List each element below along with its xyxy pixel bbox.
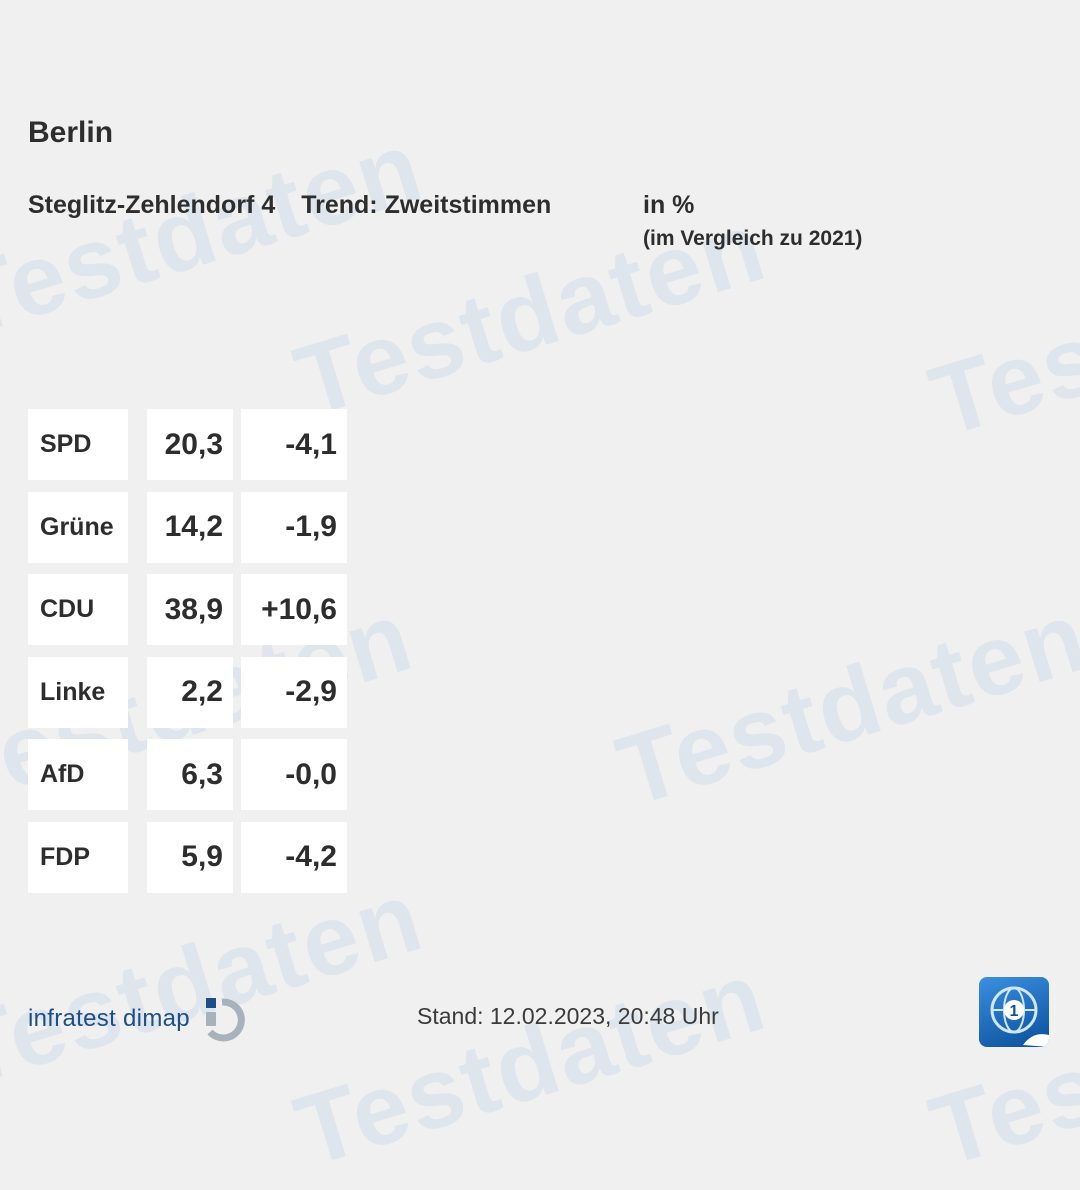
change-cell: -4,1 — [241, 409, 347, 480]
change-cell: -2,9 — [241, 656, 347, 728]
change-cell: -0,0 — [241, 739, 347, 810]
vote-share-cell: 38,9 — [147, 574, 233, 645]
subtitle-row: Steglitz-Zehlendorf 4 Trend: Zweitstimmen… — [28, 191, 694, 220]
globe-one-icon: 1 — [990, 986, 1049, 1047]
vote-share-cell: 6,3 — [147, 739, 233, 810]
vote-share-cell: 20,3 — [147, 409, 233, 480]
party-name-cell: SPD — [28, 409, 128, 480]
party-name-cell: AfD — [28, 739, 128, 810]
comparison-note: (im Vergleich zu 2021) — [643, 227, 863, 250]
party-name-cell: Linke — [28, 656, 128, 728]
party-name-cell: CDU — [28, 574, 128, 645]
region-title: Berlin — [28, 116, 114, 149]
svg-text:1: 1 — [1010, 1003, 1019, 1020]
tagesschau-logo-icon: 1 — [979, 977, 1049, 1047]
timestamp: Stand: 12.02.2023, 20:48 Uhr — [417, 1003, 719, 1029]
infratest-dimap-mark-icon — [205, 998, 245, 1042]
change-cell: -1,9 — [241, 491, 347, 563]
vote-share-cell: 2,2 — [147, 656, 233, 728]
vote-share-cell: 14,2 — [147, 491, 233, 563]
change-cell: +10,6 — [241, 574, 347, 645]
infratest-dimap-logo: infratest dimap — [28, 996, 252, 1042]
watermark: Testdaten — [283, 939, 778, 1189]
unit-label: in % — [643, 191, 695, 219]
watermark: Testdaten — [0, 859, 435, 1109]
trend-label: Trend: Zweitstimmen — [301, 191, 552, 219]
watermark: Testdaten — [605, 579, 1080, 829]
vote-share-cell: 5,9 — [147, 821, 233, 893]
change-cell: -4,2 — [241, 821, 347, 893]
watermark: Testdaten — [918, 209, 1080, 459]
brand-name: infratest dimap — [28, 1005, 190, 1032]
district-label: Steglitz-Zehlendorf 4 — [28, 191, 276, 219]
party-name-cell: FDP — [28, 821, 128, 893]
party-name-cell: Grüne — [28, 491, 128, 563]
